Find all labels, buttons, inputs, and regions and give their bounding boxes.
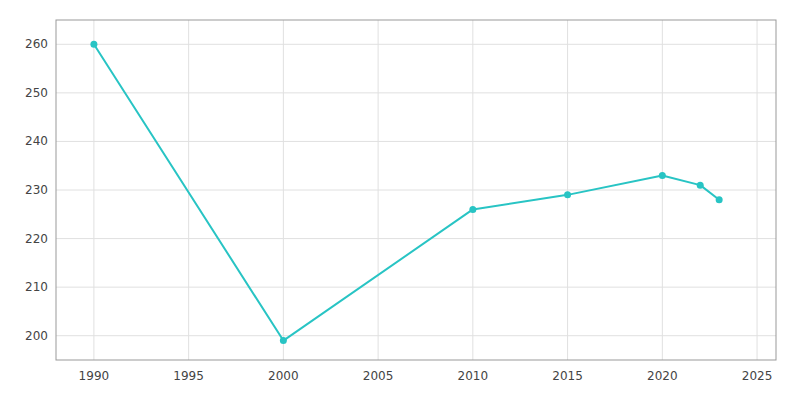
point [280, 337, 287, 344]
grid-line-y [56, 92, 776, 93]
y-tick-label: 220 [25, 232, 48, 246]
x-tick-label: 1995 [173, 369, 204, 383]
y-tick-label: 230 [25, 183, 48, 197]
point [564, 191, 571, 198]
grid-line-y [56, 287, 776, 288]
x-tick-label: 2000 [268, 369, 299, 383]
grid-line-y [56, 44, 776, 45]
grid-line-y [56, 335, 776, 336]
x-tick-label: 2010 [458, 369, 489, 383]
axes: 1990 1995 2000 2005 2010 2015 2020 2025 200 210 22… [25, 37, 772, 383]
plot-frame [56, 20, 776, 360]
y-tick-label: 240 [25, 134, 48, 148]
series [90, 41, 722, 344]
x-tick-label: 2015 [552, 369, 583, 383]
point [697, 182, 704, 189]
x-tick-label: 2005 [363, 369, 394, 383]
x-tick-label: 2020 [647, 369, 678, 383]
grid-line-y [56, 238, 776, 239]
point [469, 206, 476, 213]
x-tick-label: 2025 [742, 369, 773, 383]
line [94, 44, 719, 340]
point [716, 196, 723, 203]
chart-container: 1990 1995 2000 2005 2010 2015 2020 2025 200 210 22… [0, 0, 800, 400]
grid-line-y [56, 141, 776, 142]
y-tick-label: 200 [25, 329, 48, 343]
point [90, 41, 97, 48]
point [659, 172, 666, 179]
y-tick-label: 250 [25, 86, 48, 100]
y-tick-label: 260 [25, 37, 48, 51]
grid [56, 20, 776, 360]
x-tick-label: 1990 [79, 369, 110, 383]
grid-line-y [56, 190, 776, 191]
y-tick-label: 210 [25, 280, 48, 294]
chart-svg: 1990 1995 2000 2005 2010 2015 2020 2025 200 210 22… [0, 0, 800, 400]
